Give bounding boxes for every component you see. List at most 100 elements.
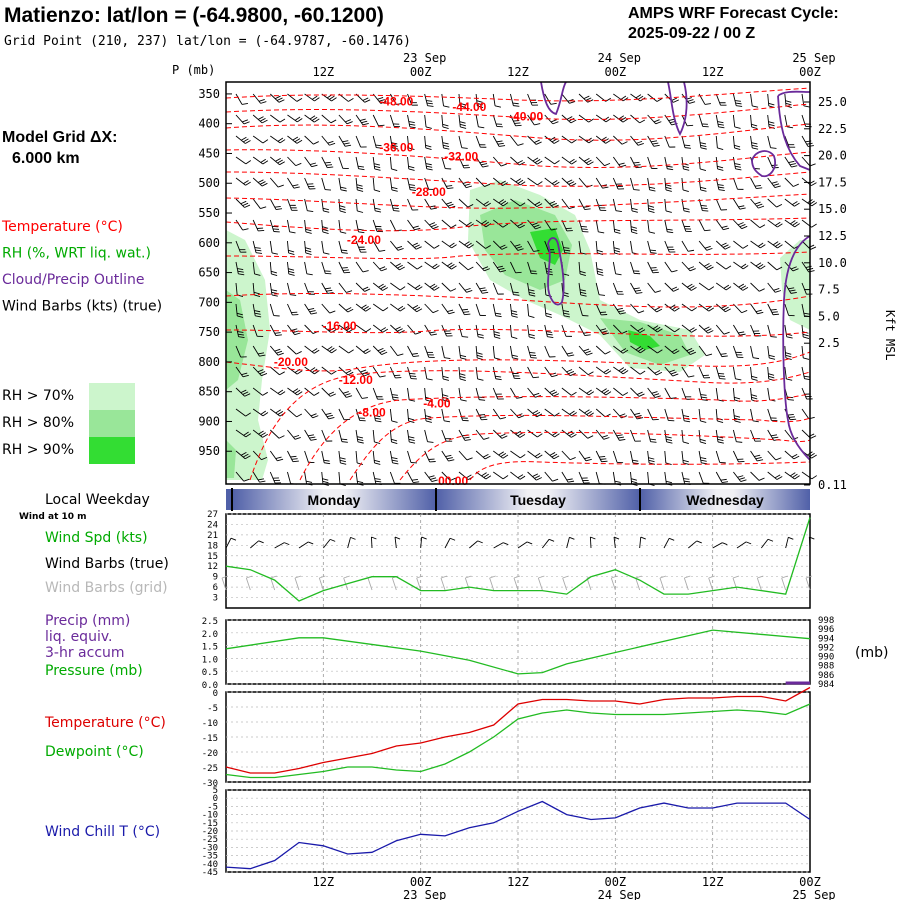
wind-barb (372, 219, 384, 233)
wind-barb-staff (304, 114, 315, 123)
wind-barb-staff (595, 219, 599, 232)
wind-barb-staff (372, 240, 380, 252)
wind-barb (338, 450, 347, 465)
wind-barb-feather (756, 203, 763, 207)
wind-barb-feather (653, 119, 660, 123)
wind-barb-staff (355, 282, 365, 292)
wind-barb-feather (409, 186, 416, 189)
wind-barb-feather (466, 289, 473, 293)
wind-barb-feather (360, 369, 367, 373)
wind-barb-feather (259, 480, 266, 483)
wind-barb-feather (496, 265, 504, 268)
wind-barb (527, 114, 541, 126)
wind-barb (750, 198, 765, 209)
wind-barb-feather (478, 126, 485, 129)
wind-barb-staff (801, 93, 805, 106)
surface-wind-barb (736, 541, 752, 549)
wind-barb-staff (613, 345, 624, 354)
wind-barb (595, 198, 607, 211)
wind-barb-staff (475, 198, 486, 207)
wind-barb-feather (792, 221, 798, 226)
wind-barb (424, 261, 440, 270)
wind-barb-feather (615, 273, 622, 276)
wind-barb-feather (373, 163, 380, 166)
wind-barb-staff (595, 450, 602, 462)
wind-barb-feather (313, 392, 320, 396)
wind-barb (733, 303, 748, 314)
wind-barb (475, 177, 491, 187)
wind-barb-feather (614, 231, 621, 234)
wind-barb-feather (699, 438, 706, 442)
wind-barb (612, 450, 624, 464)
wind-barb-staff (612, 177, 619, 190)
wind-barb (252, 408, 269, 417)
wind-barb-feather (551, 453, 558, 458)
legend-entry: Temperature (°C) (1, 219, 123, 235)
wind-barb-feather (569, 410, 575, 415)
wind-barb-feather (517, 160, 523, 164)
wind-barb-staff (424, 156, 428, 169)
wind-barb-feather (502, 182, 508, 187)
wind-barb-feather (656, 308, 663, 313)
wind-barb (252, 366, 268, 377)
wind-barb-feather (587, 161, 594, 166)
wind-barb-feather (484, 268, 490, 272)
wind-barb (681, 471, 691, 485)
wind-barb (698, 198, 709, 212)
surface-wind-barb-feather (308, 541, 314, 545)
wind-barb-feather (461, 308, 469, 311)
grid-wind-barb-staff (270, 577, 276, 591)
wind-barb (321, 471, 329, 486)
wind-barb-feather (708, 307, 715, 312)
wind-speed-tick: 24 (207, 520, 218, 530)
surface-wind-barb-staff (760, 538, 769, 549)
wind-barb-feather (683, 168, 690, 171)
wind-barb-feather (777, 244, 783, 249)
wind-barb-staff (492, 345, 495, 358)
wind-barb-staff (389, 387, 394, 400)
wind-barb-staff (269, 303, 275, 316)
wind-barb (767, 450, 782, 461)
wind-barb-staff (647, 219, 650, 232)
wind-barb-staff (338, 450, 341, 463)
wind-barb-feather (654, 370, 661, 374)
wind-barb-staff (630, 198, 633, 211)
wind-barb-feather (530, 357, 537, 359)
wind-barb-feather (426, 165, 433, 168)
wind-barb-feather (688, 349, 695, 354)
wind-barb (767, 303, 780, 316)
wind-barb-staff (287, 450, 294, 462)
wind-barb-staff (612, 471, 616, 484)
wind-barb-feather (323, 459, 330, 462)
wind-barb-staff (389, 366, 396, 379)
wind-barb (270, 387, 286, 396)
wind-barb (287, 408, 303, 418)
wind-barb-feather (740, 479, 747, 482)
wind-barb-staff (475, 324, 479, 337)
wind-barb-feather (410, 189, 417, 192)
wind-barb-feather (258, 478, 265, 481)
wind-barb-feather (579, 289, 586, 292)
surface-wind-barb (663, 537, 675, 549)
wind-barb-staff (527, 261, 532, 274)
wind-barb (595, 450, 608, 463)
wind-barb-feather (271, 291, 278, 295)
wind-barb (407, 324, 422, 335)
wind-barb-feather (260, 410, 267, 415)
wind-barb (424, 240, 440, 249)
grid-wind-barb (635, 575, 642, 591)
wind-barb (527, 198, 543, 207)
wind-barb-staff (715, 282, 727, 291)
wind-barb-staff (441, 408, 445, 421)
wind-barb (681, 219, 692, 233)
wind-barb-staff (321, 303, 331, 314)
wind-barb-feather (494, 333, 501, 337)
wind-barb-feather (324, 161, 331, 164)
wind-barb-feather (601, 330, 608, 333)
wind-barb-feather (330, 119, 337, 124)
wind-barb (372, 282, 388, 291)
surface-wind-barb-staff (469, 540, 478, 549)
wind-barb (578, 429, 594, 439)
wind-barb-feather (648, 459, 655, 463)
wind-barb (510, 198, 526, 207)
